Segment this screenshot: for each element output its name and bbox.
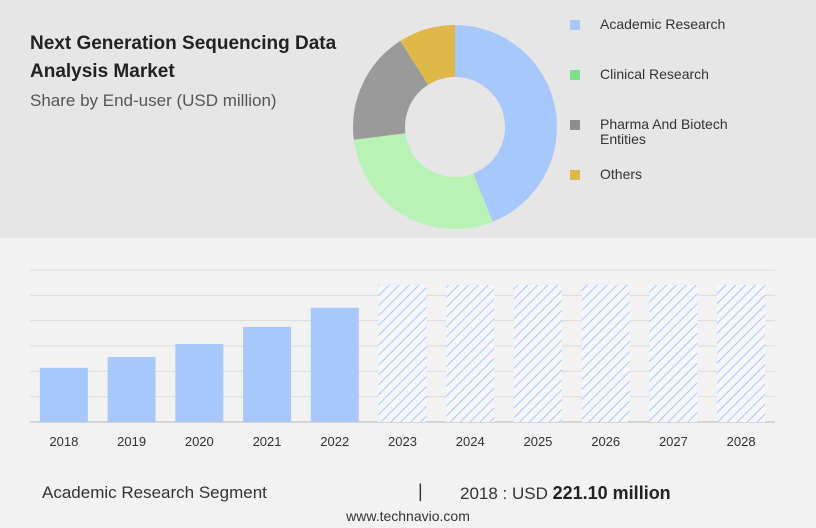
donut-slice-others <box>400 25 455 85</box>
footer-value: 2018 : USD 221.10 million <box>460 483 671 504</box>
donut-slice-pharma-and-biotech-entities <box>353 40 429 140</box>
donut-chart <box>353 25 557 230</box>
bar-2018 <box>39 367 88 422</box>
x-tick-label-2024: 2024 <box>456 434 485 449</box>
legend-swatch <box>570 170 580 180</box>
x-tick-label-2028: 2028 <box>727 434 756 449</box>
chart-subtitle: Share by End-user (USD million) <box>30 91 277 110</box>
x-tick-label-2019: 2019 <box>117 434 146 449</box>
legend-item-pharma-and-biotech: Pharma And Biotech Entities <box>570 117 760 147</box>
x-tick-label-2027: 2027 <box>659 434 688 449</box>
chart-title: Next Generation Sequencing Data Analysis… <box>30 33 337 82</box>
x-tick-label-2026: 2026 <box>591 434 620 449</box>
footer-divider: | <box>418 481 423 501</box>
legend-label: Others <box>600 166 643 182</box>
bar-2026 <box>581 284 630 422</box>
legend-label: Clinical Research <box>600 66 709 82</box>
legend-item-academic-research: Academic Research <box>570 17 760 32</box>
legend-item-clinical-research: Clinical Research <box>570 67 760 82</box>
x-tick-label-2021: 2021 <box>253 434 282 449</box>
bar-2027 <box>649 284 698 422</box>
bar-2020 <box>175 344 224 422</box>
legend-item-others: Others <box>570 167 760 182</box>
bar-2022 <box>310 307 359 422</box>
x-tick-label-2025: 2025 <box>523 434 552 449</box>
footer-segment-label: Academic Research Segment <box>42 483 267 502</box>
legend-label: Pharma And Biotech Entities <box>600 116 728 147</box>
donut-slice-clinical-research <box>353 133 493 230</box>
bar-2021 <box>243 326 292 422</box>
legend-swatch <box>570 70 580 80</box>
legend-swatch <box>570 20 580 30</box>
legend-label: Academic Research <box>600 16 726 32</box>
x-tick-label-2018: 2018 <box>49 434 78 449</box>
donut-slice-academic-research <box>455 25 557 222</box>
bar-2024 <box>446 284 495 422</box>
bar-2019 <box>107 357 156 422</box>
footer-value-prefix: 2018 : USD <box>460 484 548 503</box>
x-tick-label-2023: 2023 <box>388 434 417 449</box>
x-tick-label-2020: 2020 <box>185 434 214 449</box>
bar-2023 <box>378 284 427 422</box>
bar-2025 <box>513 284 562 422</box>
bar-chart: 2018 2019 2020 2021 2022 2023 2024 2025 2026 2027… <box>30 269 775 449</box>
legend-swatch <box>570 120 580 130</box>
bar-2028 <box>717 284 766 422</box>
footer-value-amount: 221.10 million <box>552 483 671 503</box>
x-tick-label-2022: 2022 <box>320 434 349 449</box>
source-link[interactable]: www.technavio.com <box>346 508 470 524</box>
